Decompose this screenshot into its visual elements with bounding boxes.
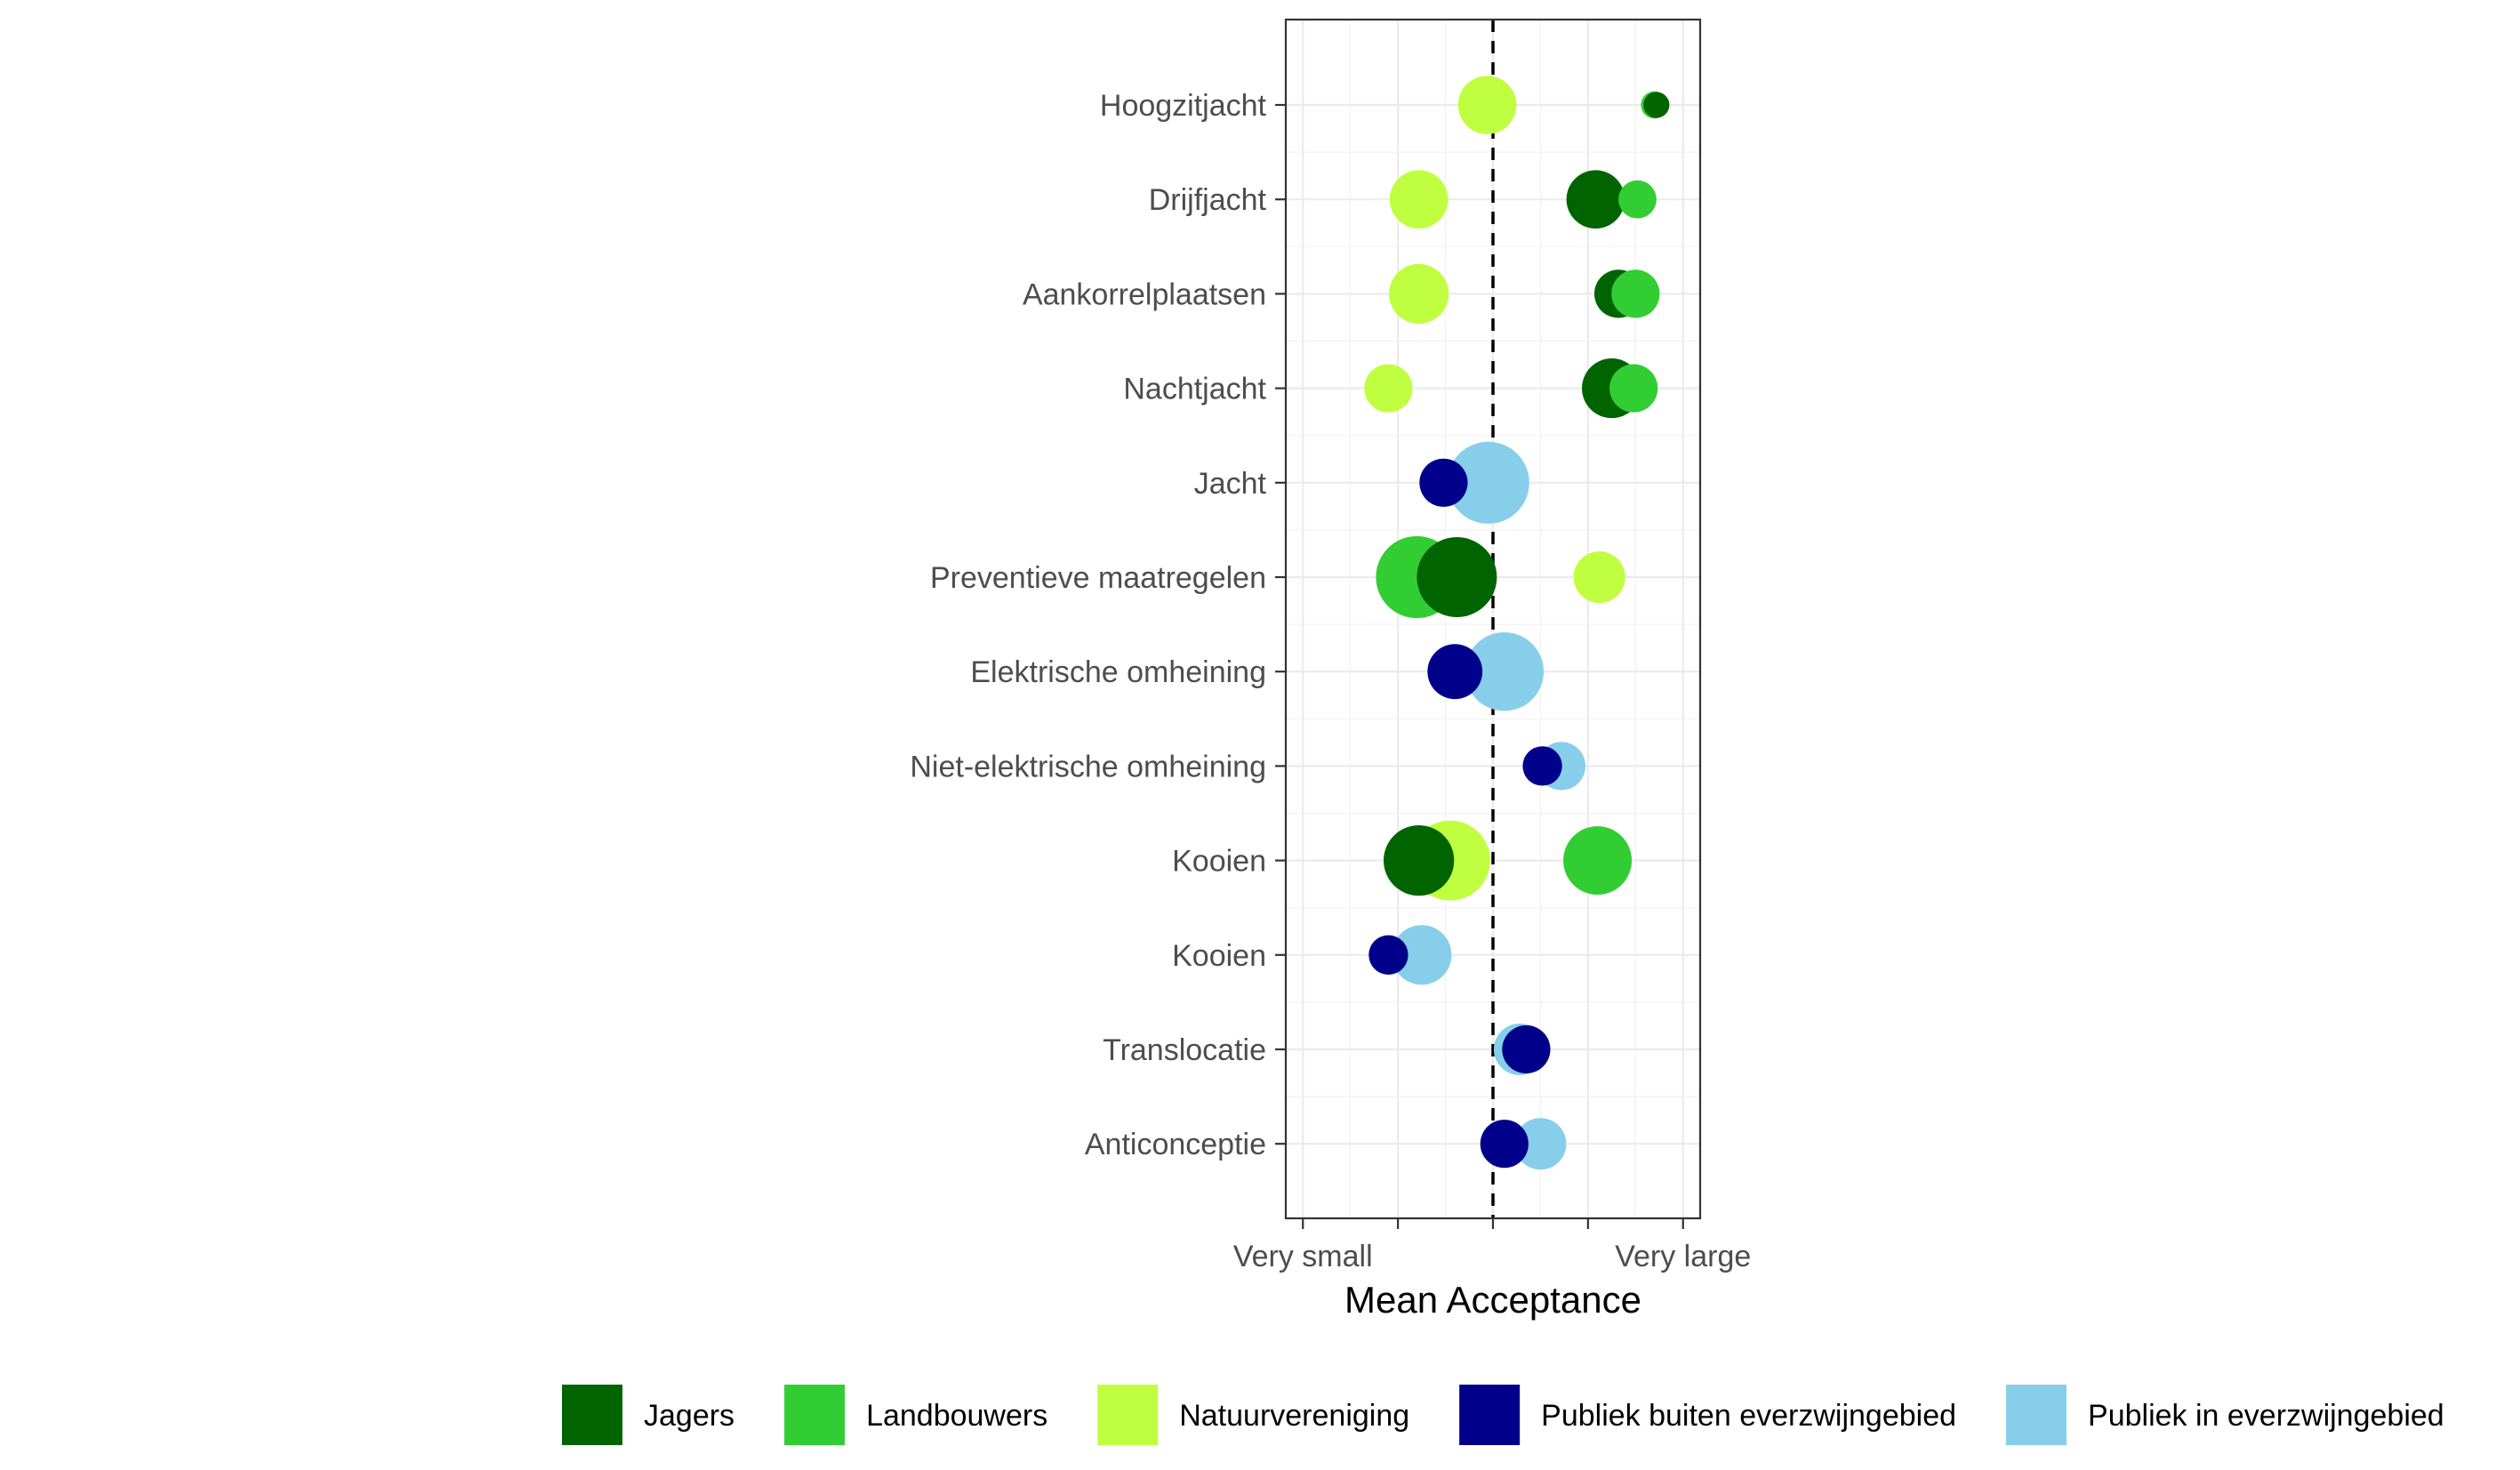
data-point-publiek-buiten-everzwijngebied [1480,1120,1529,1169]
legend-label-landbouwers: Landbouwers [866,1399,1047,1433]
legend-key-natuurvereniging [1097,1385,1159,1445]
data-point-natuurvereniging [1389,263,1449,324]
data-point-publiek-buiten-everzwijngebied [1368,935,1408,975]
data-point-jagers [1416,537,1497,617]
data-point-jagers [1383,824,1455,896]
legend-key-landbouwers [784,1385,846,1445]
y-tick-label: Kooien [1172,939,1266,973]
data-point-natuurvereniging [1364,364,1413,413]
legend-label-publiek-buiten-everzwijngebied: Publiek buiten everzwijngebied [1541,1399,1956,1433]
x-tick-label: Very small [1233,1240,1373,1273]
data-point-publiek-buiten-everzwijngebied [1502,1024,1551,1074]
data-point-landbouwers [1611,269,1660,318]
data-point-publiek-in-everzwijngebied [1465,632,1545,711]
y-tick-label: Translocatie [1103,1033,1266,1067]
y-tick-label: Hoogzitjacht [1100,89,1267,123]
data-point-jagers [1643,92,1670,118]
legend-key-publiek-buiten-everzwijngebied [1459,1385,1521,1445]
legend-key-jagers [562,1385,622,1445]
y-tick-label: Niet-elektrische omheining [910,750,1266,783]
y-tick-label: Drijfjacht [1149,183,1267,217]
y-tick-label: Preventieve maatregelen [930,561,1266,595]
y-tick-label: Kooien [1172,845,1266,879]
data-point-publiek-buiten-everzwijngebied [1419,458,1468,507]
data-point-natuurvereniging [1389,170,1449,229]
y-tick-label: Jacht [1194,467,1267,501]
data-point-natuurvereniging [1457,76,1517,134]
data-point-publiek-in-everzwijngebied [1447,441,1529,524]
data-point-publiek-in-everzwijngebied [1392,925,1452,985]
data-point-landbouwers [1618,180,1657,219]
y-tick-label: Nachtjacht [1123,373,1266,406]
legend-label-publiek-in-everzwijngebied: Publiek in everzwijngebied [2088,1399,2444,1433]
data-point-natuurvereniging [1573,551,1625,603]
data-point-publiek-buiten-everzwijngebied [1427,644,1483,700]
data-point-publiek-in-everzwijngebied [1514,1118,1567,1170]
y-tick-label: Anticonceptie [1085,1128,1266,1161]
x-axis-title: Mean Acceptance [1344,1279,1641,1321]
legend-key-publiek-in-everzwijngebied [2006,1385,2067,1445]
x-tick-label: Very large [1615,1240,1751,1273]
legend-label-jagers: Jagers [644,1399,734,1433]
legend-label-natuurvereniging: Natuurvereniging [1179,1399,1409,1433]
data-point-jagers [1566,170,1625,229]
data-point-landbouwers [1563,826,1633,896]
data-point-landbouwers [1609,364,1658,413]
data-point-publiek-buiten-everzwijngebied [1522,746,1562,786]
y-tick-label: Elektrische omheining [970,655,1266,689]
y-tick-label: Aankorrelplaatsen [1023,277,1266,311]
